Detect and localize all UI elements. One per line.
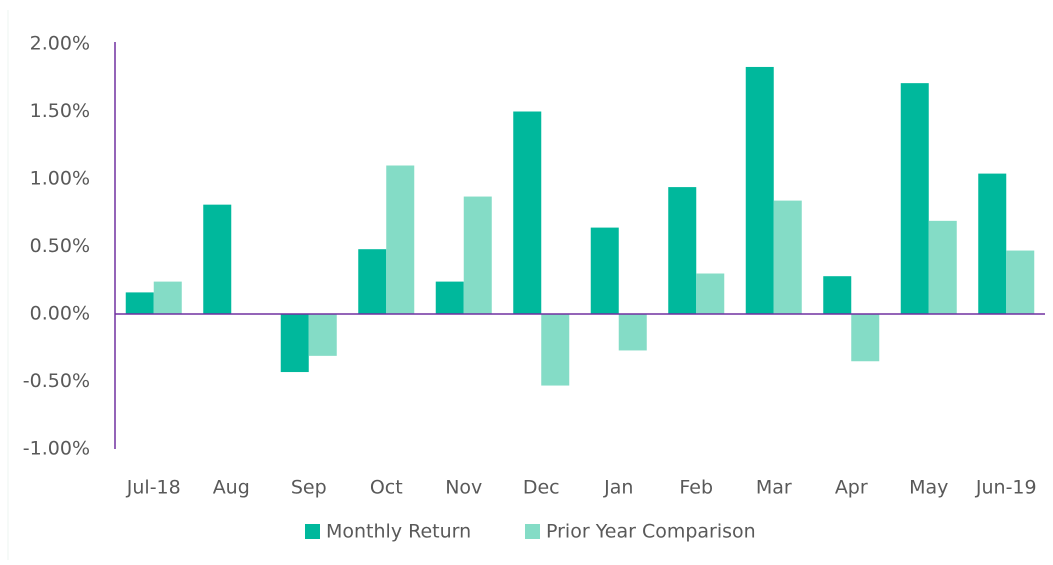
x-tick-label: Apr: [835, 477, 868, 499]
x-tick-label: Sep: [291, 477, 327, 499]
y-tick-label: 1.00%: [30, 168, 90, 190]
y-tick-label: 1.50%: [30, 100, 90, 122]
bar: [280, 314, 309, 373]
bar: [668, 187, 697, 314]
x-tick-label: Dec: [523, 477, 560, 499]
bar: [900, 83, 929, 315]
bar: [851, 314, 880, 362]
bar: [978, 173, 1007, 314]
x-tick-label: May: [909, 477, 948, 499]
bar: [386, 165, 415, 314]
bar: [823, 276, 852, 314]
bar: [153, 281, 182, 314]
bar: [435, 281, 464, 314]
bar: [590, 227, 619, 314]
legend-label: Prior Year Comparison: [546, 521, 756, 543]
bar: [125, 292, 154, 314]
y-tick-label: 0.00%: [30, 303, 90, 325]
bar: [1006, 250, 1035, 314]
y-tick-label: -1.00%: [23, 438, 90, 460]
y-tick-label: 0.50%: [30, 235, 90, 257]
bar: [745, 66, 774, 314]
bar: [513, 111, 542, 314]
bar: [541, 314, 570, 386]
legend-label: Monthly Return: [326, 521, 471, 543]
bar: [203, 204, 232, 314]
x-tick-label: Jan: [603, 477, 633, 499]
x-tick-label: Nov: [445, 477, 482, 499]
x-tick-label: Feb: [679, 477, 713, 499]
legend-swatch: [525, 524, 540, 539]
bar: [358, 249, 387, 314]
bar: [618, 314, 647, 351]
y-tick-label: 2.00%: [30, 33, 90, 55]
x-tick-label: Jun-19: [975, 477, 1037, 499]
legend-swatch: [305, 524, 320, 539]
bar: [696, 273, 725, 314]
x-tick-label: Mar: [756, 477, 792, 499]
x-tick-label: Aug: [213, 477, 250, 499]
x-tick-label: Oct: [370, 477, 403, 499]
bar: [773, 200, 802, 314]
bar: [928, 220, 957, 314]
bar: [463, 196, 492, 314]
x-tick-label: Jul-18: [126, 477, 181, 499]
bar: [308, 314, 337, 356]
y-tick-label: -0.50%: [23, 370, 90, 392]
